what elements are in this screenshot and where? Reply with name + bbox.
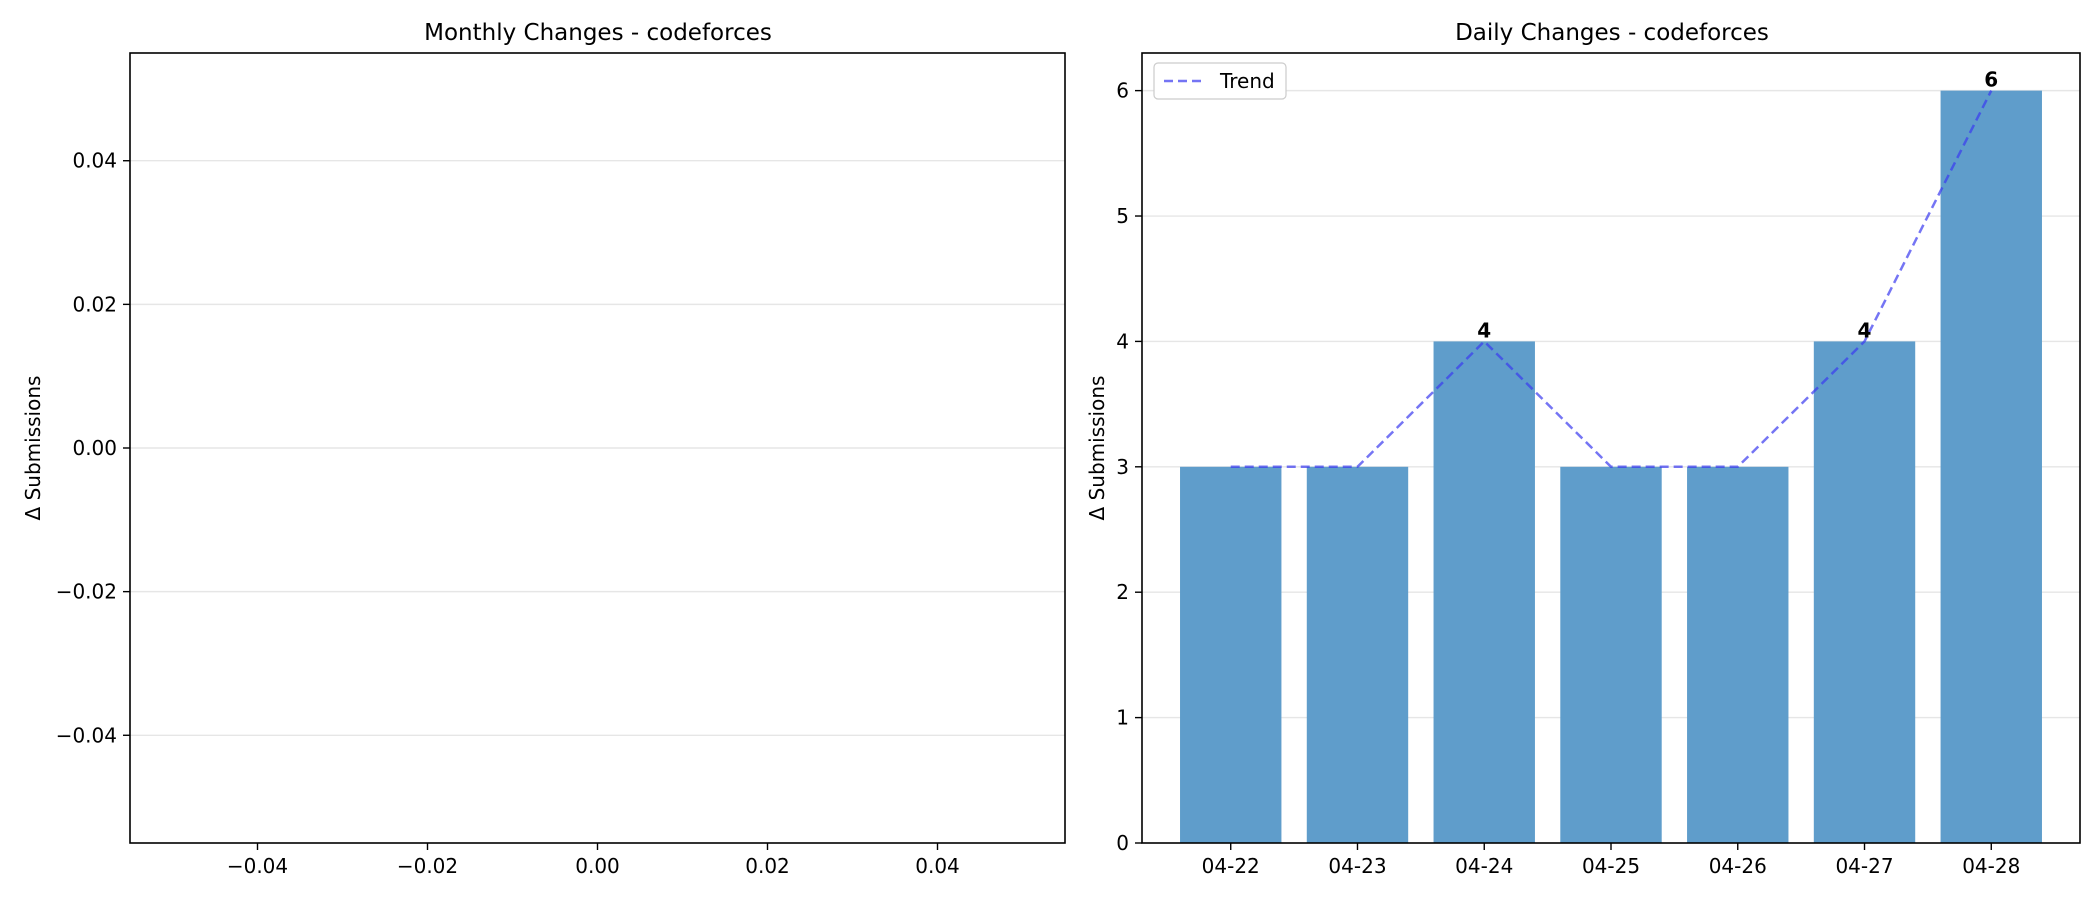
x-tick-label: 0.00 — [575, 854, 620, 878]
chart-title-monthly: Monthly Changes - codeforces — [424, 20, 772, 46]
x-axis-ticks: 04-22 04-23 04-24 04-25 04-26 04-27 04-28 — [1202, 843, 2020, 878]
y-tick-label: 5 — [1116, 204, 1129, 228]
y-tick-label: 3 — [1116, 455, 1129, 479]
trend-series-line — [1230, 90, 1993, 469]
x-tick-label: 0.04 — [915, 854, 960, 878]
bar — [1180, 466, 1282, 843]
y-tick-label: 2 — [1116, 580, 1129, 604]
bar — [1560, 466, 1662, 843]
chart-title-daily: Daily Changes - codeforces — [1455, 20, 1769, 46]
x-tick-label: −0.04 — [227, 854, 288, 878]
bar — [1687, 466, 1789, 843]
legend-box — [1153, 62, 1287, 100]
bar — [1940, 90, 2042, 844]
y-tick-label: 1 — [1116, 706, 1129, 730]
y-tick-label: 6 — [1116, 79, 1129, 103]
x-tick-label: 0.02 — [745, 854, 790, 878]
y-tick-label: −0.02 — [56, 580, 117, 604]
y-tick-label: 4 — [1116, 329, 1129, 353]
legend: Trend — [1153, 62, 1287, 100]
x-tick-label: 04-28 — [1962, 854, 2020, 878]
monthly-chart: Monthly Changes - codeforces −0.04 −0.02 0… — [21, 20, 1066, 878]
x-tick-label: 04-22 — [1202, 854, 1260, 878]
x-tick-label: 04-24 — [1455, 854, 1513, 878]
bars — [1180, 90, 2042, 844]
x-tick-label: 04-25 — [1582, 854, 1640, 878]
y-axis-ticks: 0 1 2 3 4 5 6 — [1116, 79, 1142, 855]
data-label: 6 — [1984, 68, 1998, 92]
bar — [1306, 466, 1409, 843]
bar — [1813, 341, 1916, 843]
y-axis-ticks: −0.04 −0.02 0.00 0.02 0.04 — [56, 149, 130, 747]
legend-label: Trend — [1219, 69, 1275, 93]
data-label: 4 — [1477, 318, 1491, 342]
y-axis-label-monthly: Δ Submissions — [21, 376, 45, 521]
x-tick-label: 04-27 — [1835, 854, 1893, 878]
y-tick-label: 0 — [1116, 831, 1129, 855]
x-axis-ticks: −0.04 −0.02 0.00 0.02 0.04 — [227, 843, 960, 878]
daily-chart: Daily Changes - codeforces 4 4 6 0 1 2 3 4 5 6 0… — [1085, 20, 2081, 878]
data-labels: 4 4 6 — [1477, 68, 1998, 343]
y-tick-label: −0.04 — [56, 723, 117, 747]
plot-frame — [129, 52, 1066, 844]
x-tick-label: 04-23 — [1328, 854, 1386, 878]
plot-frame — [1141, 52, 2081, 844]
trend-line — [1230, 90, 1993, 469]
y-tick-label: 0.04 — [72, 149, 117, 173]
x-tick-label: −0.02 — [397, 854, 458, 878]
y-axis-label-daily: Δ Submissions — [1085, 376, 1109, 521]
data-label: 4 — [1858, 318, 1872, 342]
x-tick-label: 04-26 — [1709, 854, 1767, 878]
grid-lines — [130, 160, 1065, 736]
bar — [1433, 341, 1535, 843]
y-tick-label: 0.02 — [72, 292, 117, 316]
y-tick-label: 0.00 — [72, 436, 117, 460]
